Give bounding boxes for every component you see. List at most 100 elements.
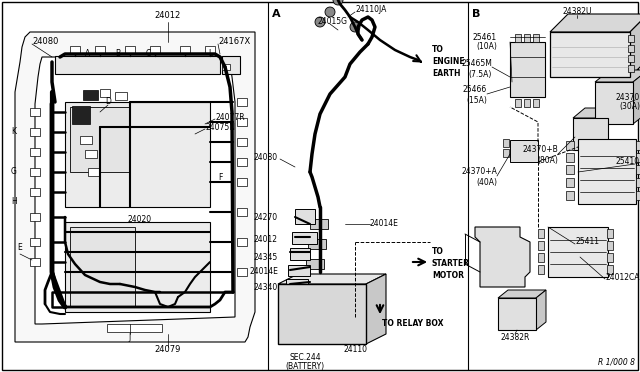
Bar xyxy=(55,56,220,74)
Bar xyxy=(30,258,40,266)
Bar xyxy=(237,238,247,246)
Text: 24345: 24345 xyxy=(253,253,278,262)
Circle shape xyxy=(333,0,343,5)
Text: (30A): (30A) xyxy=(619,103,640,112)
Text: 25410: 25410 xyxy=(616,157,640,167)
Bar xyxy=(85,150,97,158)
Circle shape xyxy=(342,297,352,307)
Bar xyxy=(636,191,640,200)
Text: SEC.244: SEC.244 xyxy=(289,353,321,362)
Polygon shape xyxy=(595,70,640,82)
Text: 24012: 24012 xyxy=(155,12,181,20)
Circle shape xyxy=(306,319,316,329)
Bar xyxy=(115,92,127,100)
Text: F: F xyxy=(218,173,222,182)
Bar xyxy=(70,227,135,307)
Text: 24340: 24340 xyxy=(253,283,278,292)
Bar xyxy=(278,284,366,344)
Circle shape xyxy=(136,125,144,133)
Bar xyxy=(628,45,634,52)
Circle shape xyxy=(166,90,173,97)
Bar xyxy=(607,229,613,238)
Bar xyxy=(150,46,160,54)
Bar xyxy=(30,128,40,136)
Text: STARTER: STARTER xyxy=(432,260,470,269)
Bar xyxy=(566,165,574,174)
Bar xyxy=(566,191,574,200)
Text: 24382R: 24382R xyxy=(500,333,530,341)
Bar xyxy=(237,268,247,276)
Bar xyxy=(628,65,634,72)
Bar xyxy=(310,219,328,229)
Circle shape xyxy=(317,241,323,247)
Text: D: D xyxy=(105,97,111,106)
Bar xyxy=(515,34,521,42)
Circle shape xyxy=(154,93,161,100)
Text: (7.5A): (7.5A) xyxy=(468,70,492,78)
Bar xyxy=(503,139,509,147)
Text: 24014E: 24014E xyxy=(370,219,399,228)
Polygon shape xyxy=(536,290,546,330)
Polygon shape xyxy=(550,14,640,32)
Bar xyxy=(30,148,40,156)
Bar xyxy=(237,208,247,216)
Bar xyxy=(566,141,574,150)
Text: 24167X: 24167X xyxy=(218,38,250,46)
Text: TO: TO xyxy=(432,247,444,257)
Text: B: B xyxy=(472,9,481,19)
Bar xyxy=(95,46,105,54)
Bar xyxy=(30,188,40,196)
Bar xyxy=(180,46,190,54)
Bar xyxy=(222,56,240,74)
Text: 24079: 24079 xyxy=(155,346,181,355)
Text: L: L xyxy=(208,49,212,58)
Text: R 1/000 8: R 1/000 8 xyxy=(598,357,635,366)
Text: A: A xyxy=(272,9,280,19)
Text: 24370+A: 24370+A xyxy=(461,167,497,176)
Text: 24110: 24110 xyxy=(343,346,367,355)
Text: A: A xyxy=(85,49,91,58)
Bar xyxy=(237,98,247,106)
Circle shape xyxy=(151,163,179,191)
Text: (80A): (80A) xyxy=(537,155,558,164)
Bar xyxy=(306,259,324,269)
Circle shape xyxy=(350,22,360,32)
Bar xyxy=(533,99,539,107)
Text: MOTOR: MOTOR xyxy=(432,272,464,280)
Text: 24015G: 24015G xyxy=(318,17,348,26)
Bar xyxy=(498,298,536,330)
Polygon shape xyxy=(15,32,255,342)
Bar xyxy=(636,141,640,150)
Polygon shape xyxy=(498,290,546,298)
Text: TO RELAY BOX: TO RELAY BOX xyxy=(382,320,444,328)
Bar xyxy=(308,239,326,249)
Bar xyxy=(538,253,544,262)
Bar xyxy=(237,118,247,126)
Bar xyxy=(205,46,215,54)
Bar xyxy=(503,149,509,157)
Text: E: E xyxy=(18,243,22,251)
Bar xyxy=(524,99,530,107)
Text: J: J xyxy=(129,333,131,341)
Bar xyxy=(607,253,613,262)
Text: 24080: 24080 xyxy=(32,38,58,46)
Circle shape xyxy=(306,297,316,307)
Bar xyxy=(288,265,310,276)
Bar xyxy=(636,153,640,162)
Circle shape xyxy=(196,93,204,99)
Polygon shape xyxy=(35,57,235,324)
Text: 25411: 25411 xyxy=(575,237,599,247)
Bar xyxy=(538,229,544,238)
Bar xyxy=(510,42,545,97)
Bar xyxy=(578,139,636,204)
Bar xyxy=(550,32,630,77)
Bar xyxy=(538,265,544,274)
Circle shape xyxy=(128,133,136,141)
Bar xyxy=(510,140,538,162)
Text: G: G xyxy=(11,167,17,176)
Polygon shape xyxy=(633,70,640,124)
Bar xyxy=(83,90,98,100)
Text: 24110JA: 24110JA xyxy=(355,6,387,15)
Bar xyxy=(290,248,310,260)
Polygon shape xyxy=(475,227,530,287)
